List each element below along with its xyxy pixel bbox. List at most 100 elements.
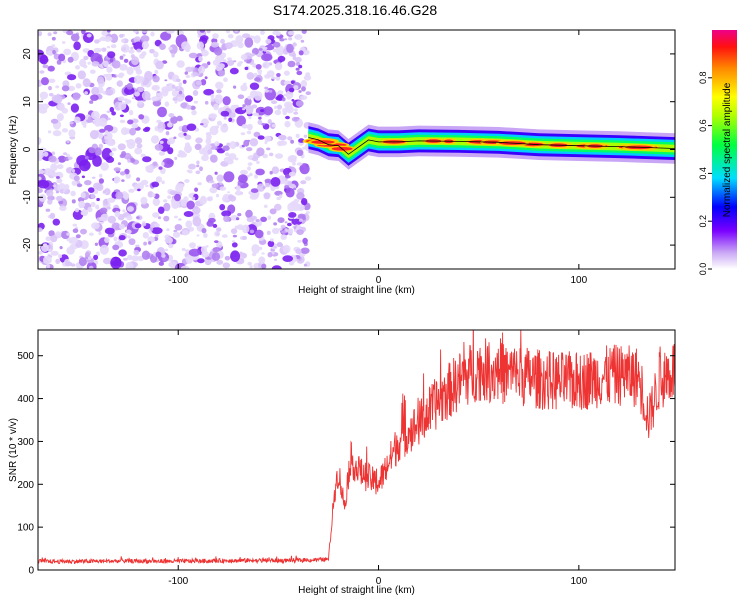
noise-speckle (239, 251, 243, 255)
noise-speckle (59, 246, 63, 250)
noise-speckle (231, 240, 235, 243)
noise-speckle (186, 123, 197, 131)
noise-speckle (244, 66, 249, 71)
noise-speckle (141, 222, 147, 227)
noise-speckle (39, 91, 49, 100)
noise-speckle (178, 150, 184, 155)
noise-speckle (251, 47, 259, 55)
noise-speckle (152, 99, 162, 107)
noise-speckle (186, 147, 191, 154)
noise-speckle (84, 91, 88, 95)
noise-speckle (106, 46, 111, 49)
noise-speckle (287, 181, 293, 187)
noise-speckle (48, 248, 52, 253)
snr-y-tick-label: 200 (17, 480, 34, 491)
noise-speckle (94, 39, 100, 44)
noise-speckle (185, 249, 190, 254)
noise-speckle (91, 176, 96, 179)
noise-speckle (140, 196, 148, 205)
noise-speckle (161, 180, 165, 185)
noise-speckle (58, 200, 64, 205)
noise-speckle (127, 119, 134, 125)
noise-speckle (47, 65, 55, 72)
noise-speckle (261, 122, 266, 126)
noise-speckle (221, 210, 232, 217)
noise-speckle (256, 147, 265, 157)
noise-speckle (199, 197, 208, 205)
noise-speckle (119, 119, 126, 124)
noise-speckle (105, 89, 114, 96)
noise-speckle (141, 51, 147, 56)
noise-speckle (241, 124, 249, 129)
noise-speckle (276, 104, 283, 110)
noise-speckle (64, 184, 70, 190)
noise-speckle (284, 185, 290, 189)
noise-speckle (270, 185, 276, 192)
noise-speckle (127, 235, 131, 239)
noise-speckle (226, 142, 231, 147)
noise-speckle (204, 100, 209, 105)
noise-speckle (188, 52, 198, 59)
noise-speckle (113, 167, 121, 172)
noise-speckle (95, 204, 100, 210)
noise-speckle (111, 111, 116, 116)
noise-speckle (55, 190, 60, 194)
noise-speckle (109, 57, 114, 63)
noise-speckle (38, 31, 43, 37)
snr-y-axis-label: SNR (10 * v/v) (8, 418, 19, 482)
noise-speckle (63, 48, 72, 56)
noise-speckle (80, 228, 87, 235)
noise-speckle (39, 54, 49, 65)
noise-speckle (257, 183, 265, 192)
noise-speckle (299, 163, 310, 175)
noise-speckle (151, 181, 160, 188)
noise-speckle (141, 41, 149, 50)
noise-speckle (150, 227, 154, 232)
noise-speckle (295, 67, 300, 71)
noise-speckle (135, 69, 143, 75)
noise-speckle (174, 224, 183, 231)
noise-speckle (283, 70, 290, 76)
noise-speckle (197, 258, 205, 264)
noise-speckle (66, 232, 71, 236)
noise-speckle (126, 83, 133, 90)
noise-speckle (236, 62, 242, 67)
noise-speckle (205, 143, 212, 150)
noise-speckle (291, 99, 295, 102)
noise-speckle (39, 70, 45, 74)
noise-speckle (134, 137, 143, 145)
noise-speckle (238, 174, 248, 184)
noise-speckle (267, 252, 273, 258)
noise-speckle (119, 64, 128, 71)
noise-speckle (273, 258, 278, 261)
noise-speckle (192, 216, 202, 227)
noise-speckle (116, 80, 123, 87)
noise-speckle (235, 107, 247, 115)
spectrogram-y-tick-label: -10 (22, 190, 33, 205)
noise-speckle (70, 103, 79, 113)
spectrogram-x-axis-label: Height of straight line (km) (298, 285, 415, 296)
noise-speckle (234, 190, 243, 196)
noise-speckle (296, 229, 304, 236)
noise-speckle (181, 247, 186, 252)
spectrogram-y-tick-label: -20 (22, 237, 33, 252)
noise-speckle (164, 79, 168, 82)
noise-speckle (45, 50, 54, 56)
noise-speckle (196, 41, 205, 50)
noise-speckle (220, 123, 229, 133)
noise-speckle (229, 67, 239, 75)
noise-speckle (136, 177, 141, 182)
noise-speckle (104, 227, 115, 235)
noise-speckle (220, 38, 225, 44)
noise-speckle (275, 31, 281, 36)
noise-speckle (214, 231, 221, 237)
noise-speckle (265, 38, 272, 44)
noise-speckle (231, 242, 238, 248)
noise-speckle (272, 48, 277, 53)
noise-speckle (129, 158, 136, 163)
noise-speckle (90, 94, 99, 101)
noise-speckle (225, 30, 230, 34)
noise-speckle (42, 64, 49, 69)
noise-speckle (200, 35, 209, 41)
noise-speckle (167, 147, 174, 155)
